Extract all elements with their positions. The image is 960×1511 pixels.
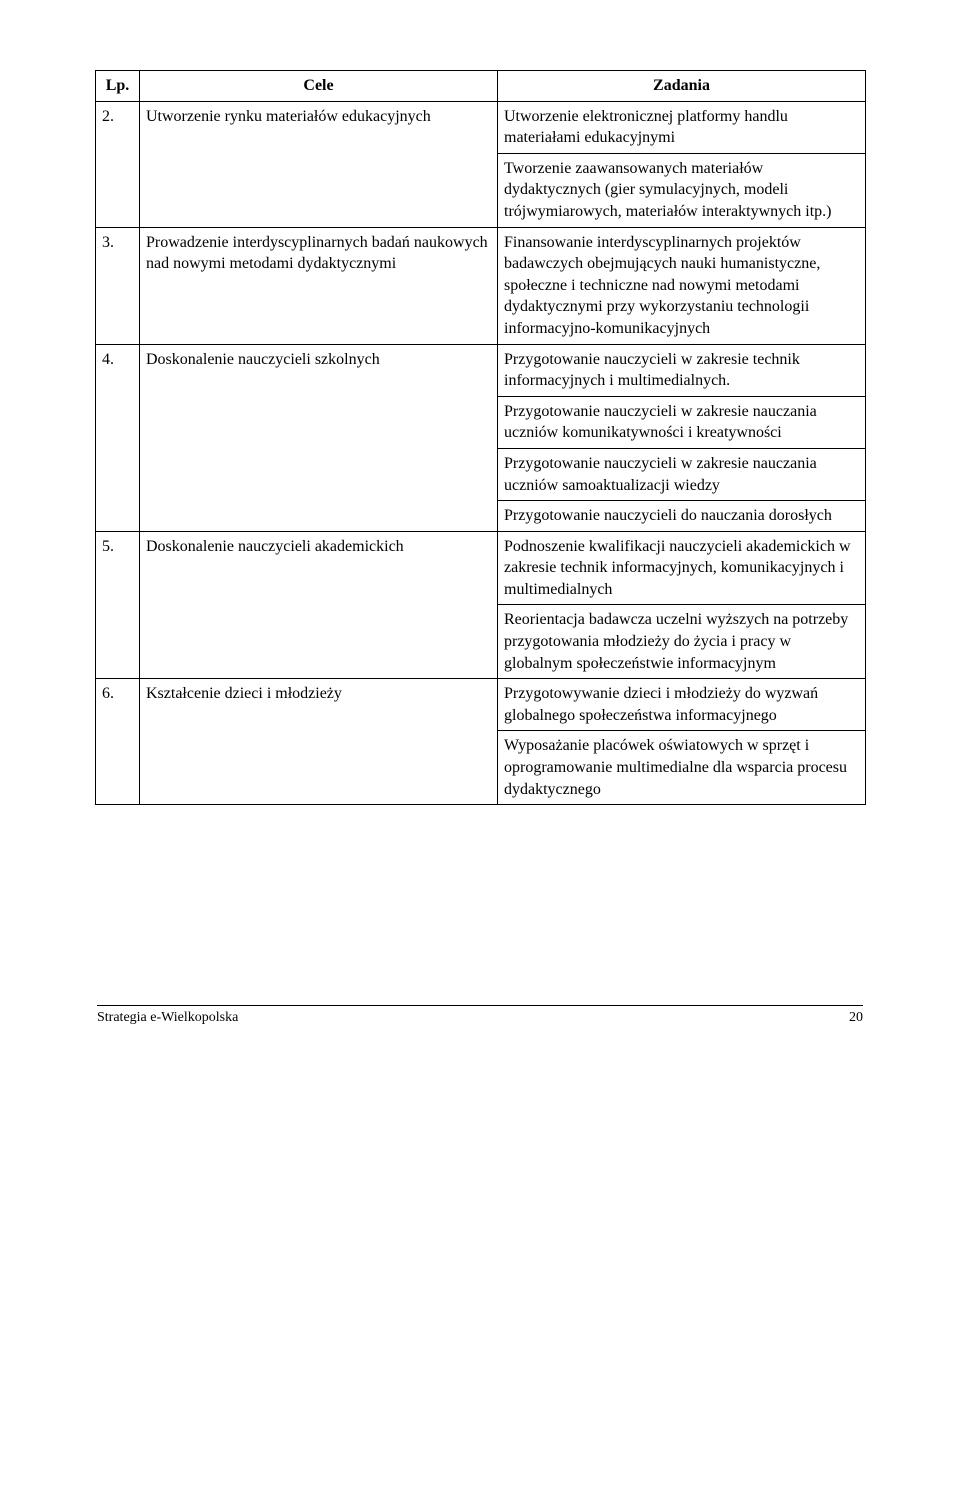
cell-lp: 6. [96, 679, 140, 805]
table-header-row: Lp. Cele Zadania [96, 71, 866, 102]
table-row: 4. Doskonalenie nauczycieli szkolnych Pr… [96, 344, 866, 396]
cell-cele: Prowadzenie interdyscyplinarnych badań n… [140, 227, 498, 344]
page-container: Lp. Cele Zadania 2. Utworzenie rynku mat… [0, 0, 960, 1076]
footer-divider [97, 1005, 863, 1006]
cell-zadanie: Finansowanie interdyscyplinarnych projek… [498, 227, 866, 344]
cell-zadanie: Reorientacja badawcza uczelni wyższych n… [498, 605, 866, 679]
table-row: 2. Utworzenie rynku materiałów edukacyjn… [96, 101, 866, 153]
table-row: 3. Prowadzenie interdyscyplinarnych bada… [96, 227, 866, 344]
page-footer: Strategia e-Wielkopolska 20 [95, 1005, 865, 1026]
cell-zadanie: Przygotowanie nauczycieli w zakresie nau… [498, 396, 866, 448]
cell-zadanie: Utworzenie elektronicznej platformy hand… [498, 101, 866, 153]
header-zadania: Zadania [498, 71, 866, 102]
table-row: 5. Doskonalenie nauczycieli akademickich… [96, 531, 866, 605]
cell-lp: 2. [96, 101, 140, 227]
header-cele: Cele [140, 71, 498, 102]
cell-zadanie: Wyposażanie placówek oświatowych w sprzę… [498, 731, 866, 805]
cell-cele: Doskonalenie nauczycieli akademickich [140, 531, 498, 679]
table-row: 6. Kształcenie dzieci i młodzieży Przygo… [96, 679, 866, 731]
main-table: Lp. Cele Zadania 2. Utworzenie rynku mat… [95, 70, 866, 805]
footer-row: Strategia e-Wielkopolska 20 [97, 1010, 863, 1026]
cell-zadanie: Tworzenie zaawansowanych materiałów dyda… [498, 153, 866, 227]
cell-zadanie: Przygotowywanie dzieci i młodzieży do wy… [498, 679, 866, 731]
footer-title: Strategia e-Wielkopolska [97, 1010, 238, 1026]
cell-lp: 5. [96, 531, 140, 679]
cell-zadanie: Przygotowanie nauczycieli w zakresie tec… [498, 344, 866, 396]
cell-lp: 4. [96, 344, 140, 531]
cell-zadanie: Przygotowanie nauczycieli w zakresie nau… [498, 448, 866, 500]
cell-cele: Kształcenie dzieci i młodzieży [140, 679, 498, 805]
footer-page-number: 20 [849, 1010, 863, 1026]
cell-lp: 3. [96, 227, 140, 344]
cell-zadanie: Podnoszenie kwalifikacji nauczycieli aka… [498, 531, 866, 605]
cell-cele: Utworzenie rynku materiałów edukacyjnych [140, 101, 498, 227]
header-lp: Lp. [96, 71, 140, 102]
cell-cele: Doskonalenie nauczycieli szkolnych [140, 344, 498, 531]
cell-zadanie: Przygotowanie nauczycieli do nauczania d… [498, 501, 866, 532]
